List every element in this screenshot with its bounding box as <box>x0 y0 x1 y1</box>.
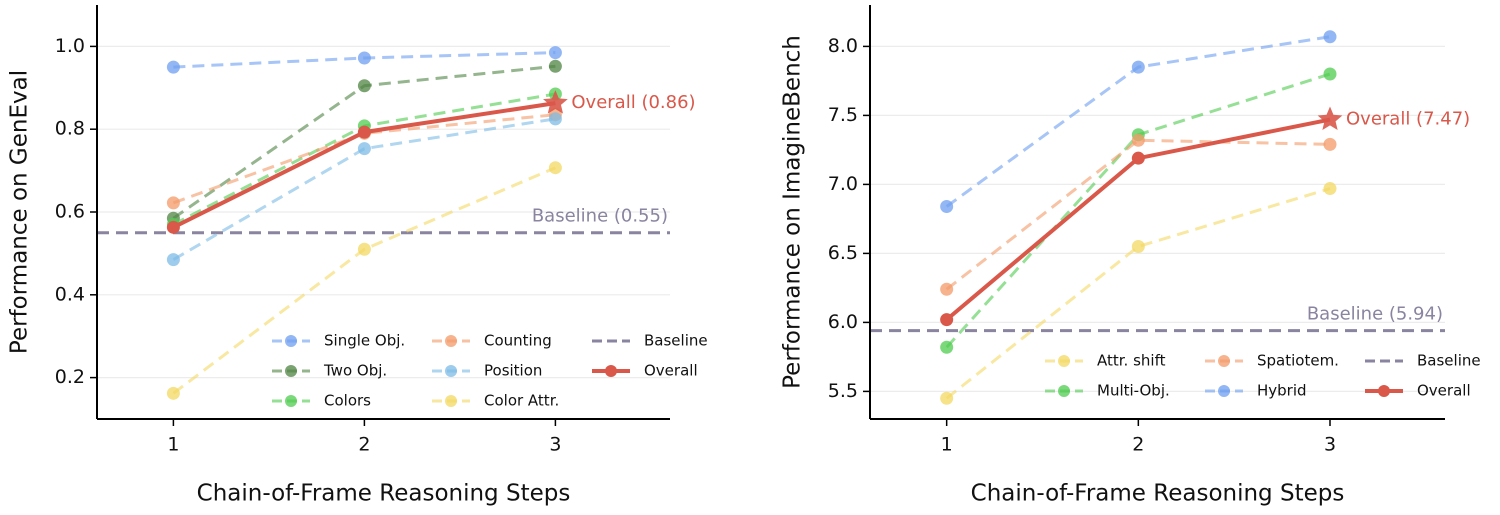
series-line <box>172 117 556 261</box>
y-tick-label: 0.8 <box>55 118 85 140</box>
x-axis-label: Chain-of-Frame Reasoning Steps <box>197 481 571 507</box>
legend-marker <box>445 365 457 377</box>
y-axis-label: Performance on ImagineBench <box>780 35 806 389</box>
legend-marker <box>1218 385 1230 397</box>
y-tick-label: 7.5 <box>828 104 858 126</box>
overall-label: Overall (7.47) <box>1346 109 1470 130</box>
legend-label: Overall <box>644 362 698 380</box>
point <box>1323 30 1337 44</box>
x-tick-label: 2 <box>1132 434 1144 456</box>
point <box>166 220 180 234</box>
legend: Single Obj. Two Obj. Colors Counting Positio… <box>272 332 708 410</box>
y-tick-label: 7.0 <box>828 173 858 195</box>
point <box>548 112 562 126</box>
y-tick-label: 0.4 <box>55 283 85 305</box>
legend: Attr. shift Multi-Obj. Spatiotem. Hybrid Bas… <box>1045 352 1481 400</box>
series-line <box>172 166 556 395</box>
point <box>357 51 371 65</box>
legend-marker <box>445 335 457 347</box>
series-line <box>945 117 1331 322</box>
baseline-label: Baseline (0.55) <box>532 206 668 227</box>
legend-label: Counting <box>484 332 552 350</box>
x-tick-label: 3 <box>1324 434 1336 456</box>
legend-marker <box>445 395 457 407</box>
point <box>1131 60 1145 74</box>
legend-marker <box>285 365 297 377</box>
legend-label: Spatiotem. <box>1257 352 1339 370</box>
legend-label: Overall <box>1417 382 1471 400</box>
legend-marker <box>1058 385 1070 397</box>
point <box>1323 67 1337 81</box>
x-tick-label: 2 <box>358 434 370 456</box>
point <box>166 60 180 74</box>
point <box>1323 182 1337 196</box>
y-tick-label: 0.6 <box>55 201 85 223</box>
legend-label: Baseline <box>644 332 708 350</box>
point <box>166 253 180 267</box>
point <box>357 125 371 139</box>
x-tick-label: 3 <box>549 434 561 456</box>
legend-marker <box>285 395 297 407</box>
legend-label: Single Obj. <box>324 332 405 350</box>
y-tick-label: 0.2 <box>55 366 85 388</box>
legend-label: Position <box>484 362 542 380</box>
legend-label: Hybrid <box>1257 382 1307 400</box>
legend-marker <box>605 365 617 377</box>
legend-label: Two Obj. <box>323 362 387 380</box>
star-marker <box>543 90 568 114</box>
x-tick-label: 1 <box>941 434 953 456</box>
point <box>166 196 180 210</box>
x-axis-label: Chain-of-Frame Reasoning Steps <box>971 481 1345 507</box>
y-tick-label: 1.0 <box>55 35 85 57</box>
point <box>1131 240 1145 253</box>
legend-marker <box>285 335 297 347</box>
series-line <box>945 187 1331 400</box>
point <box>940 282 954 296</box>
legend-label: Baseline <box>1417 352 1481 370</box>
legend-marker <box>1378 385 1390 397</box>
legend-label: Color Attr. <box>484 392 559 410</box>
baseline-label: Baseline (5.94) <box>1307 304 1443 325</box>
point <box>357 242 371 256</box>
point <box>940 391 954 405</box>
point <box>357 79 371 93</box>
y-tick-label: 5.5 <box>828 380 858 402</box>
point <box>166 386 180 400</box>
y-tick-label: 6.5 <box>828 242 858 264</box>
series-line <box>172 113 556 205</box>
point <box>357 142 371 156</box>
point <box>940 340 954 354</box>
legend-marker <box>1058 355 1070 367</box>
legend-marker <box>1218 355 1230 367</box>
point <box>1323 137 1337 151</box>
subplot: 0.2 0.4 0.6 0.8 1.0 1 2 3 Baseline (0.55) Overall… <box>7 5 708 507</box>
point <box>1131 151 1145 165</box>
point <box>548 46 562 60</box>
point <box>548 59 562 73</box>
point <box>940 199 954 213</box>
point <box>940 313 954 327</box>
star-marker <box>1317 106 1343 131</box>
point <box>548 161 562 175</box>
legend-label: Colors <box>324 392 371 410</box>
legend-label: Multi-Obj. <box>1097 382 1170 400</box>
overall-label: Overall (0.86) <box>571 92 695 113</box>
legend-label: Attr. shift <box>1097 352 1166 370</box>
subplot: 5.5 6.0 6.5 7.0 7.5 8.0 1 2 3 Baseline (5.94) Over… <box>780 5 1481 507</box>
y-tick-label: 8.0 <box>828 35 858 57</box>
point <box>1131 133 1145 147</box>
x-tick-label: 1 <box>167 434 179 456</box>
y-tick-label: 6.0 <box>828 311 858 333</box>
y-axis-label: Performance on GenEval <box>7 70 33 354</box>
series-line <box>945 138 1331 291</box>
